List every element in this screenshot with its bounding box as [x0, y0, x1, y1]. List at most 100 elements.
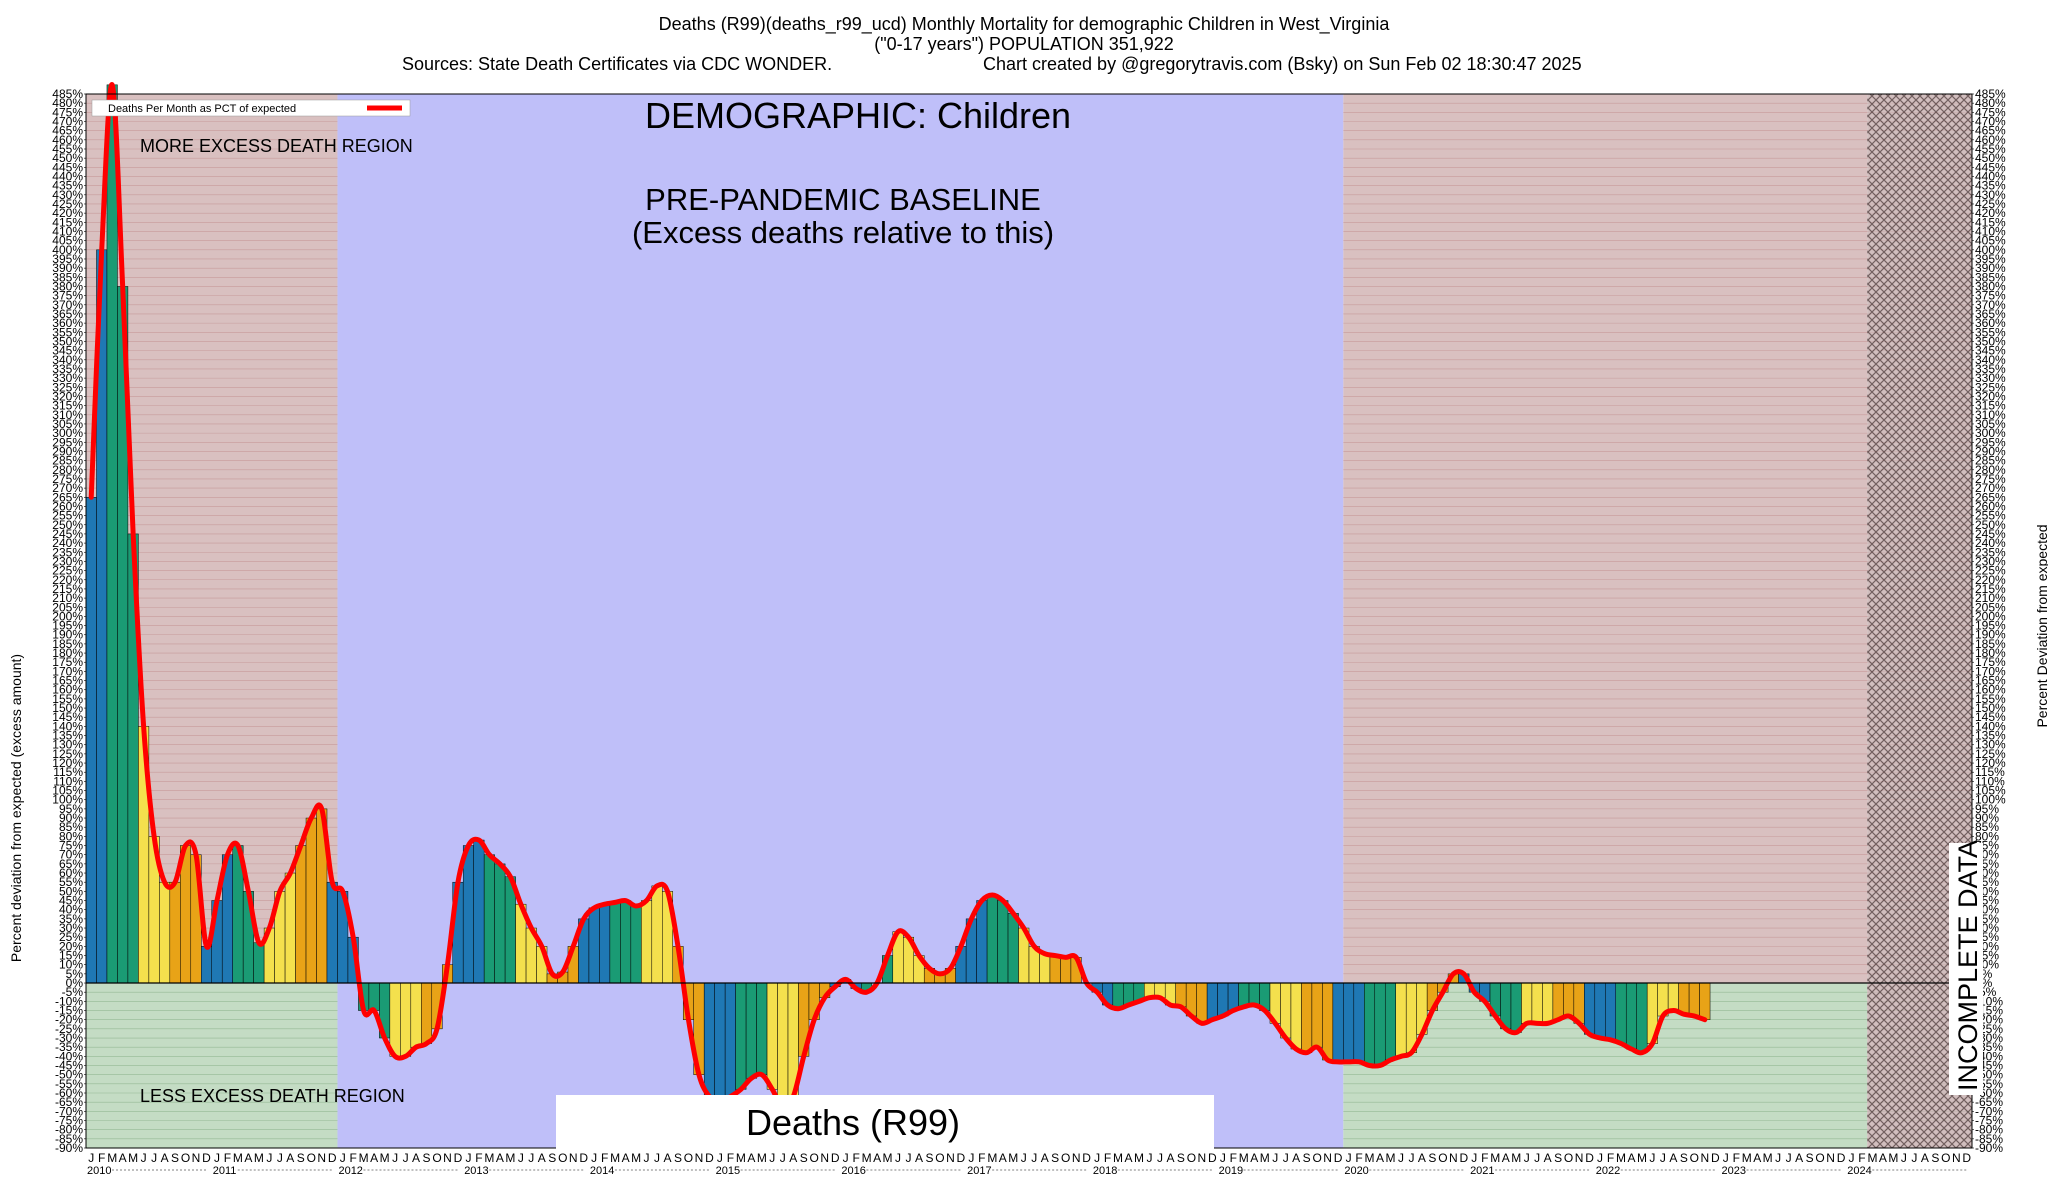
bar — [169, 881, 181, 984]
y-tick-label-left: 390% — [52, 261, 83, 275]
x-tick-label-year: 2013 — [464, 1165, 488, 1177]
y-tick-label-left: 65% — [59, 857, 83, 871]
y-tick-label-left: 115% — [53, 765, 83, 779]
y-tick-label-left: 410% — [52, 224, 83, 238]
bar — [1688, 982, 1700, 1017]
bar — [1510, 982, 1522, 1033]
more-excess-region-label: MORE EXCESS DEATH REGION — [140, 136, 413, 156]
x-tick-label-month: A — [1125, 1151, 1133, 1165]
x-tick-label-month: O — [307, 1151, 316, 1165]
y-tick-label-right: 120% — [1975, 756, 2006, 770]
x-tick-label-month: J — [895, 1151, 901, 1165]
bar — [1678, 982, 1690, 1015]
x-tick-label-month: D — [957, 1151, 966, 1165]
y-tick-label-left: 310% — [52, 408, 83, 422]
x-tick-label-month: A — [119, 1151, 127, 1165]
x-tick-label-month: D — [1585, 1151, 1594, 1165]
bar — [620, 900, 632, 984]
y-tick-label-left: 395% — [52, 252, 83, 266]
bar — [630, 905, 642, 984]
y-tick-label-left: 275% — [52, 472, 83, 486]
x-tick-label-month: O — [1312, 1151, 1321, 1165]
x-tick-label-month: A — [915, 1151, 923, 1165]
x-tick-label-month: S — [171, 1151, 179, 1165]
x-tick-label-month: O — [1438, 1151, 1447, 1165]
y-tick-label-right: 385% — [1975, 270, 2006, 284]
x-tick-label-month: A — [244, 1151, 252, 1165]
x-tick-label-year: 2022 — [1596, 1165, 1620, 1177]
y-tick-label-left: 460% — [52, 133, 83, 147]
x-tick-label-month: A — [1250, 1151, 1258, 1165]
bar — [745, 982, 757, 1079]
x-tick-label-month: O — [1187, 1151, 1196, 1165]
y-tick-label-left: 300% — [52, 426, 83, 440]
x-year-label-bg — [1343, 1165, 1368, 1176]
y-tick-label-left: -5% — [62, 985, 84, 999]
y-tick-label-left: 480% — [52, 96, 83, 110]
y-tick-label-left: 250% — [52, 518, 83, 532]
y-tick-label-right: -75% — [1975, 1114, 2003, 1128]
x-tick-label-month: A — [747, 1151, 755, 1165]
x-tick-label-month: J — [266, 1151, 272, 1165]
x-tick-label-month: F — [98, 1151, 105, 1165]
y-tick-label-right: 325% — [1975, 380, 2006, 394]
cause-label: Deaths (R99) — [746, 1102, 960, 1143]
x-tick-label-month: F — [727, 1151, 734, 1165]
y-tick-label-left: 450% — [52, 151, 83, 165]
x-tick-label-month: O — [432, 1151, 441, 1165]
x-tick-label-month: M — [1113, 1151, 1123, 1165]
y-tick-label-right: 220% — [1975, 573, 2006, 587]
y-tick-label-left: 225% — [52, 564, 83, 578]
x-tick-label-month: D — [454, 1151, 463, 1165]
y-tick-label-left: 430% — [52, 188, 83, 202]
y-tick-label-left: 85% — [59, 820, 83, 834]
x-tick-label-month: J — [340, 1151, 346, 1165]
y-tick-label-right: 175% — [1975, 655, 2006, 669]
x-tick-label-month: A — [1502, 1151, 1510, 1165]
bar — [410, 982, 422, 1048]
y-tick-label-left: 195% — [52, 619, 83, 633]
x-year-label-bg — [463, 1165, 488, 1176]
chart-line — [88, 82, 1708, 1111]
x-tick-label-month: D — [1208, 1151, 1217, 1165]
x-tick-label-year: 2010 — [87, 1165, 111, 1177]
x-tick-label-month: A — [664, 1151, 672, 1165]
x-tick-label-month: J — [1408, 1151, 1414, 1165]
x-tick-label-month: S — [1554, 1151, 1562, 1165]
y-tick-label-left: 150% — [52, 701, 83, 715]
bar — [1007, 913, 1019, 984]
y-tick-label-right: 350% — [1975, 334, 2006, 348]
y-tick-label-right: 300% — [1975, 426, 2006, 440]
y-tick-label-right: 80% — [1975, 829, 1999, 843]
x-tick-label-month: J — [769, 1151, 775, 1165]
x-tick-label-month: J — [1471, 1151, 1477, 1165]
y-tick-label-right: 340% — [1975, 353, 2006, 367]
y-tick-label-right: 185% — [1975, 637, 2006, 651]
y-tick-label-left: -25% — [55, 1022, 83, 1036]
y-tick-label-right: 430% — [1975, 188, 2006, 202]
y-tick-label-right: 395% — [1975, 252, 2006, 266]
y-tick-label-left: 470% — [52, 114, 83, 128]
y-tick-label-left: -45% — [55, 1059, 83, 1073]
y-tick-label-left: 330% — [52, 371, 83, 385]
x-tick-label-month: F — [224, 1151, 231, 1165]
bar — [1343, 982, 1355, 1063]
x-tick-label-month: J — [654, 1151, 660, 1165]
y-tick-label-left: 285% — [52, 454, 83, 468]
bar — [1112, 982, 1124, 1009]
x-tick-label-month: S — [1806, 1151, 1814, 1165]
y-tick-label-left: -40% — [55, 1049, 83, 1063]
bar — [389, 982, 401, 1057]
y-tick-label-right: 260% — [1975, 499, 2006, 513]
more-excess-region — [1343, 94, 1868, 984]
x-tick-label-month: N — [1198, 1151, 1207, 1165]
y-tick-label-right: 290% — [1975, 444, 2006, 458]
y-tick-label-left: 20% — [59, 939, 83, 953]
bar — [1301, 982, 1313, 1053]
y-tick-label-right: 390% — [1975, 261, 2006, 275]
x-tick-label-month: M — [757, 1151, 767, 1165]
y-tick-label-left: 55% — [59, 875, 83, 889]
x-tick-label-month: J — [1346, 1151, 1352, 1165]
x-tick-label-month: N — [1952, 1151, 1961, 1165]
x-tick-label-month: D — [202, 1151, 211, 1165]
